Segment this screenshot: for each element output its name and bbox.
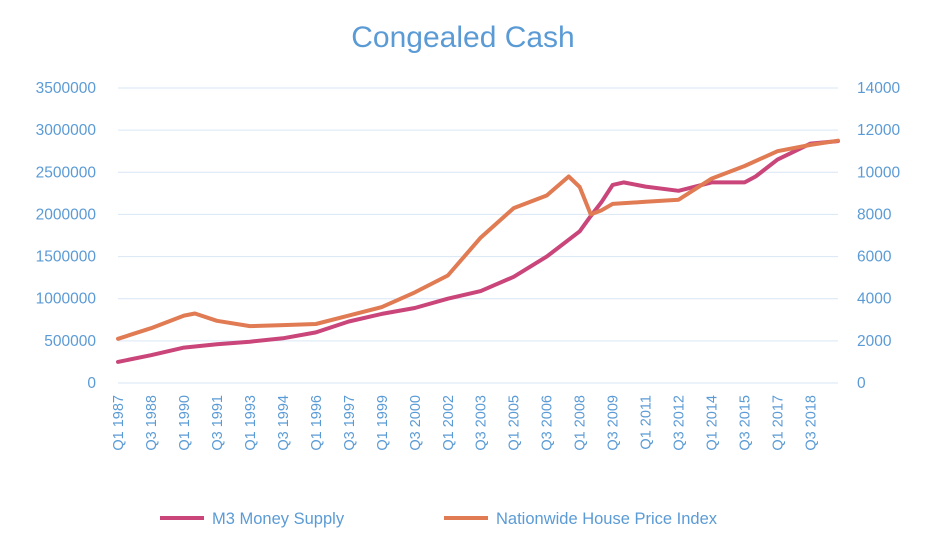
x-tick-label: Q3 2009	[606, 395, 622, 451]
x-tick-label: Q1 1990	[177, 395, 193, 451]
x-tick-label: Q1 1999	[375, 395, 391, 451]
legend: M3 Money Supply Nationwide House Price In…	[160, 510, 718, 528]
legend-label: M3 Money Supply	[212, 510, 345, 528]
x-tick-label: Q3 1988	[144, 395, 160, 451]
y-left-tick-label: 3000000	[36, 122, 97, 139]
x-tick-label: Q3 2018	[804, 395, 820, 451]
chart-title: Congealed Cash	[351, 21, 575, 54]
x-tick-label: Q1 2011	[639, 395, 655, 450]
series-line-2	[116, 138, 840, 341]
y-left-tick-label: 1000000	[36, 291, 97, 308]
y-left-tick-label: 0	[87, 375, 96, 392]
y-right-tick-label: 8000	[857, 206, 892, 223]
y-right-tick-label: 2000	[857, 333, 892, 350]
x-tick-label: Q3 2015	[738, 395, 754, 451]
x-tick-label: Q1 2017	[771, 395, 787, 451]
x-tick-label: Q1 1993	[243, 395, 259, 451]
x-tick-label: Q1 2008	[573, 395, 589, 451]
y-right-tick-label: 10000	[857, 164, 900, 181]
y-right-tick-label: 4000	[857, 291, 892, 308]
y-axis-right: 0 2000 4000 6000 8000 10000 12000 14000	[857, 80, 900, 392]
legend-label: Nationwide House Price Index	[496, 510, 718, 528]
y-right-tick-label: 0	[857, 375, 866, 392]
y-right-tick-label: 14000	[857, 80, 900, 97]
y-right-tick-label: 12000	[857, 122, 900, 139]
x-tick-label: Q3 2003	[474, 395, 490, 451]
y-left-tick-label: 3500000	[36, 80, 97, 97]
x-tick-label: Q1 2005	[507, 395, 523, 451]
y-left-tick-label: 1500000	[36, 249, 97, 266]
x-tick-label: Q3 2000	[408, 395, 424, 451]
x-tick-label: Q3 1997	[342, 395, 358, 451]
series-lines	[116, 138, 840, 364]
y-axis-left: 0 500000 1000000 1500000 2000000 2500000 30000…	[36, 80, 97, 392]
x-tick-label: Q1 2014	[705, 395, 721, 451]
y-left-tick-label: 2500000	[36, 164, 97, 181]
y-left-tick-label: 500000	[44, 333, 96, 350]
x-axis: Q1 1987 Q3 1988 Q1 1990 Q3 1991 Q1 1993 Q3 19…	[111, 395, 820, 451]
series-line-1	[116, 139, 840, 364]
y-right-tick-label: 6000	[857, 249, 892, 266]
x-tick-label: Q1 1987	[111, 395, 127, 451]
x-tick-label: Q1 2002	[441, 395, 457, 451]
gridlines	[118, 87, 838, 384]
x-tick-label: Q3 1994	[276, 395, 292, 451]
x-tick-label: Q1 1996	[309, 395, 325, 451]
x-tick-label: Q3 2006	[540, 395, 556, 451]
x-tick-label: Q3 2012	[672, 395, 688, 451]
y-left-tick-label: 2000000	[36, 206, 97, 223]
x-tick-label: Q3 1991	[210, 395, 226, 451]
